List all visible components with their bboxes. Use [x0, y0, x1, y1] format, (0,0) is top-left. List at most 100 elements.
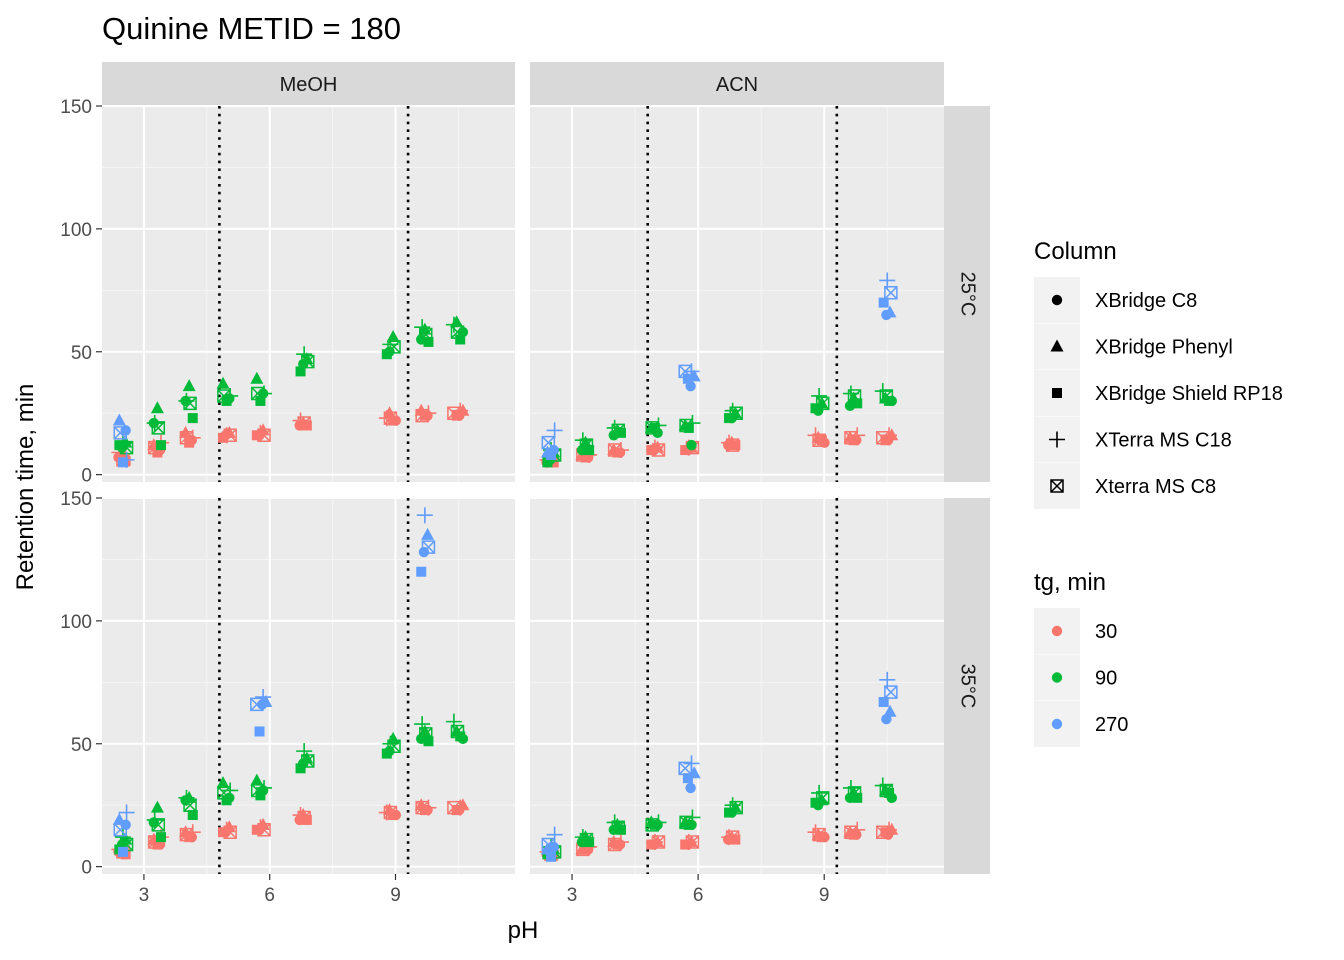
- data-point: [150, 401, 164, 414]
- y-tick-label: 50: [71, 343, 92, 364]
- data-point: [118, 451, 135, 468]
- data-point: [415, 800, 429, 815]
- data-point: [217, 432, 228, 443]
- data-point: [815, 396, 830, 411]
- data-point: [679, 815, 693, 830]
- y-tick-label: 100: [60, 612, 92, 633]
- data-point: [112, 413, 126, 426]
- data-point: [423, 736, 434, 747]
- data-point: [649, 422, 660, 433]
- data-point: [297, 416, 311, 430]
- data-point: [423, 336, 434, 347]
- data-point: [178, 789, 195, 806]
- chart-title: Quinine METID = 180: [102, 11, 401, 46]
- data-point: [295, 366, 306, 377]
- data-point: [114, 440, 125, 451]
- data-point: [682, 373, 693, 384]
- data-point: [419, 410, 430, 421]
- legend-title-column: Column: [1034, 238, 1117, 265]
- y-tick-label: 0: [81, 466, 92, 487]
- data-point: [301, 354, 315, 369]
- data-point: [574, 432, 591, 449]
- facet-label-meoh: MeOH: [280, 74, 338, 96]
- legend-key-square: [1052, 388, 1062, 398]
- data-point: [546, 851, 557, 862]
- data-point: [884, 395, 895, 406]
- facet-strip-row-1: [944, 106, 990, 482]
- data-point: [381, 349, 392, 360]
- legend-key-plus: [1049, 431, 1065, 448]
- data-point: [257, 428, 271, 443]
- facet-label-acn: ACN: [716, 74, 758, 96]
- data-point: [383, 805, 398, 820]
- data-point: [606, 814, 623, 831]
- y-tick-label: 0: [81, 858, 92, 879]
- data-point: [419, 727, 433, 741]
- data-point: [383, 411, 398, 425]
- data-point: [257, 823, 271, 837]
- data-point: [810, 797, 821, 808]
- data-point: [250, 773, 264, 786]
- data-point: [221, 395, 232, 406]
- data-point: [250, 371, 264, 384]
- data-point: [678, 364, 692, 379]
- data-point: [421, 527, 435, 540]
- data-point: [416, 507, 433, 524]
- legend-title-tg: tg, min: [1034, 569, 1106, 596]
- data-point: [879, 783, 894, 798]
- data-point: [387, 739, 401, 753]
- x-tick-label: 9: [819, 885, 830, 906]
- x-tick-label: 3: [139, 885, 150, 906]
- data-point: [724, 807, 735, 818]
- data-point: [842, 779, 859, 796]
- data-point: [811, 784, 828, 801]
- data-point: [611, 423, 626, 438]
- data-point: [250, 783, 265, 798]
- data-point: [414, 319, 431, 336]
- legend-label-column: XBridge Shield RP18: [1095, 383, 1283, 405]
- data-point: [187, 810, 198, 821]
- data-point: [844, 431, 858, 445]
- data-point: [184, 437, 195, 448]
- data-point: [878, 696, 889, 707]
- facet-label-row-2: 35°C: [957, 664, 979, 709]
- data-point: [295, 763, 306, 774]
- data-point: [680, 445, 691, 456]
- data-point: [611, 820, 626, 835]
- panel-background: [530, 106, 944, 482]
- data-point: [645, 818, 659, 832]
- x-tick-label: 9: [390, 885, 401, 906]
- data-point: [725, 438, 740, 452]
- data-point: [852, 792, 863, 803]
- data-point: [879, 272, 896, 289]
- data-point: [217, 827, 228, 838]
- x-axis-title: pH: [508, 917, 539, 944]
- legend-key-color: [1051, 672, 1063, 683]
- data-point: [221, 795, 232, 806]
- data-point: [117, 846, 128, 857]
- data-point: [878, 297, 889, 308]
- legend-key-boxcross: [1050, 479, 1064, 493]
- panel-background: [530, 498, 944, 874]
- data-point: [445, 316, 462, 333]
- data-point: [879, 671, 896, 688]
- data-point: [182, 379, 196, 392]
- data-point: [678, 761, 692, 776]
- data-point: [540, 842, 554, 855]
- data-point: [455, 731, 466, 742]
- data-point: [146, 415, 163, 432]
- data-point: [612, 839, 623, 850]
- data-point: [387, 340, 401, 354]
- data-point: [883, 704, 897, 717]
- legend-label-column: XTerra MS C18: [1095, 430, 1232, 452]
- data-point: [183, 396, 197, 411]
- data-point: [450, 724, 465, 739]
- panels-layer: MeOH ACN 25°C 35°C 0 50 100 150 3 6 9 0 50 100 150 3 6 9: [60, 62, 990, 906]
- data-point: [152, 447, 163, 458]
- data-point: [584, 445, 595, 456]
- data-point: [812, 433, 826, 447]
- panel-meoh-1: 0 50 100 150: [60, 97, 515, 487]
- data-point: [114, 434, 131, 451]
- panel-acn-2: 3 6 9: [530, 497, 944, 906]
- data-point: [179, 431, 194, 445]
